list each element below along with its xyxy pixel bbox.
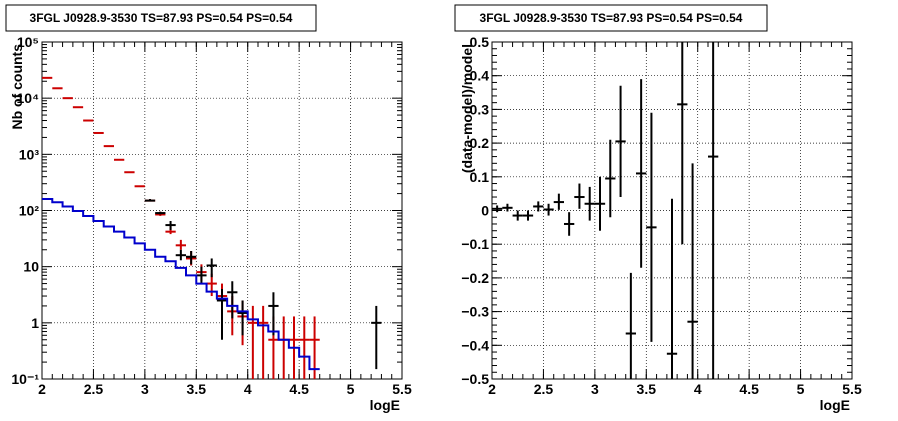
data-point (636, 79, 647, 268)
x-tick-label: 4 (244, 381, 252, 397)
data-point (237, 300, 248, 336)
y-tick-label: −0.3 (461, 304, 489, 320)
data-point (594, 176, 606, 231)
left-y-axis-label: Nb of counts (9, 44, 25, 130)
data-point (247, 305, 258, 379)
model-step-line (42, 198, 320, 371)
y-tick-label: 0.1 (470, 169, 490, 185)
data-point (175, 249, 186, 261)
right-y-axis-label: (data-model)/model (459, 44, 475, 173)
data-point (666, 198, 678, 379)
data-point (155, 211, 166, 215)
data-point (186, 251, 197, 265)
y-tick-label: 0.4 (470, 68, 490, 84)
y-tick-label: −0.1 (461, 236, 489, 252)
x-tick-label: 2 (488, 381, 496, 397)
data-point (512, 210, 523, 221)
y-tick-label: 10² (19, 203, 40, 219)
data-point (371, 305, 382, 370)
data-point (625, 272, 636, 379)
left-axis-ticks: 2 2.5 3 3.5 4 4.5 5 5.5 10⁻¹ 1 10 10² 10³ 10⁴ 10⁵ (11, 34, 412, 397)
data-point (522, 210, 534, 221)
data-point (206, 258, 217, 278)
x-tick-label: 4.5 (289, 381, 309, 397)
x-tick-label: 3 (141, 381, 149, 397)
x-tick-label: 5.5 (392, 381, 412, 397)
data-point (165, 221, 176, 230)
data-point (677, 42, 688, 245)
data-point (687, 163, 698, 379)
left-grid (42, 42, 402, 379)
x-tick-label: 4.5 (739, 381, 759, 397)
data-point (543, 203, 554, 216)
left-x-axis-label: logE (370, 397, 400, 413)
data-point (196, 266, 207, 284)
x-tick-label: 2.5 (534, 381, 554, 397)
data-point (615, 85, 626, 198)
left-title-box (5, 4, 317, 32)
data-point (605, 139, 616, 218)
right-panel: 3FGL J0928.9-3530 TS=87.93 PS=0.54 PS=0.… (454, 4, 862, 413)
data-point (502, 203, 513, 212)
x-tick-label: 2 (38, 381, 46, 397)
data-point (144, 199, 156, 202)
data-point (299, 316, 310, 379)
data-point (533, 201, 544, 212)
left-title: 3FGL J0928.9-3530 TS=87.93 PS=0.54 PS=0.… (30, 11, 293, 25)
x-tick-label: 2.5 (84, 381, 104, 397)
y-tick-label: −0.4 (461, 337, 489, 353)
data-point (584, 186, 595, 221)
data-point (258, 305, 269, 379)
data-point (216, 289, 228, 340)
x-tick-label: 3 (591, 381, 599, 397)
right-data (492, 42, 719, 379)
data-point (268, 292, 279, 336)
data-point (278, 316, 289, 379)
x-tick-label: 5.5 (842, 381, 862, 397)
y-tick-label: 0.3 (470, 101, 490, 117)
data-point (492, 205, 503, 213)
y-tick-label: 0.2 (470, 135, 490, 151)
y-tick-label: 10⁻¹ (11, 371, 39, 387)
y-tick-label: −0.5 (461, 371, 489, 387)
right-axis-ticks: 2 2.5 3 3.5 4 4.5 5 5.5 −0.5 −0.4 −0.3 −0.2 −0.1 0 0.1… (461, 34, 862, 397)
data-point (574, 183, 585, 209)
x-tick-label: 3.5 (637, 381, 657, 397)
y-tick-label: 1 (31, 315, 39, 331)
right-title: 3FGL J0928.9-3530 TS=87.93 PS=0.54 PS=0.… (480, 11, 743, 25)
data-point (175, 239, 186, 250)
y-tick-label: 10⁵ (17, 34, 39, 50)
right-title-box (454, 4, 768, 32)
left-data (42, 76, 382, 379)
y-tick-label: 10³ (19, 146, 40, 162)
y-tick-label: −0.2 (461, 270, 489, 286)
x-tick-label: 5 (797, 381, 805, 397)
x-tick-label: 5 (347, 381, 355, 397)
left-panel: 3FGL J0928.9-3530 TS=87.93 PS=0.54 PS=0.… (5, 4, 412, 413)
y-tick-label: 0 (481, 203, 489, 219)
data-point (227, 281, 238, 319)
y-tick-label: 10 (23, 259, 39, 275)
data-point (553, 193, 564, 210)
right-x-axis-label: logE (820, 397, 850, 413)
x-tick-label: 4 (694, 381, 702, 397)
x-tick-label: 3.5 (187, 381, 207, 397)
data-point (564, 212, 575, 236)
data-point (646, 112, 657, 342)
data-point (708, 42, 719, 379)
y-tick-label: 0.5 (470, 34, 490, 50)
y-tick-label: 10⁴ (17, 90, 40, 106)
